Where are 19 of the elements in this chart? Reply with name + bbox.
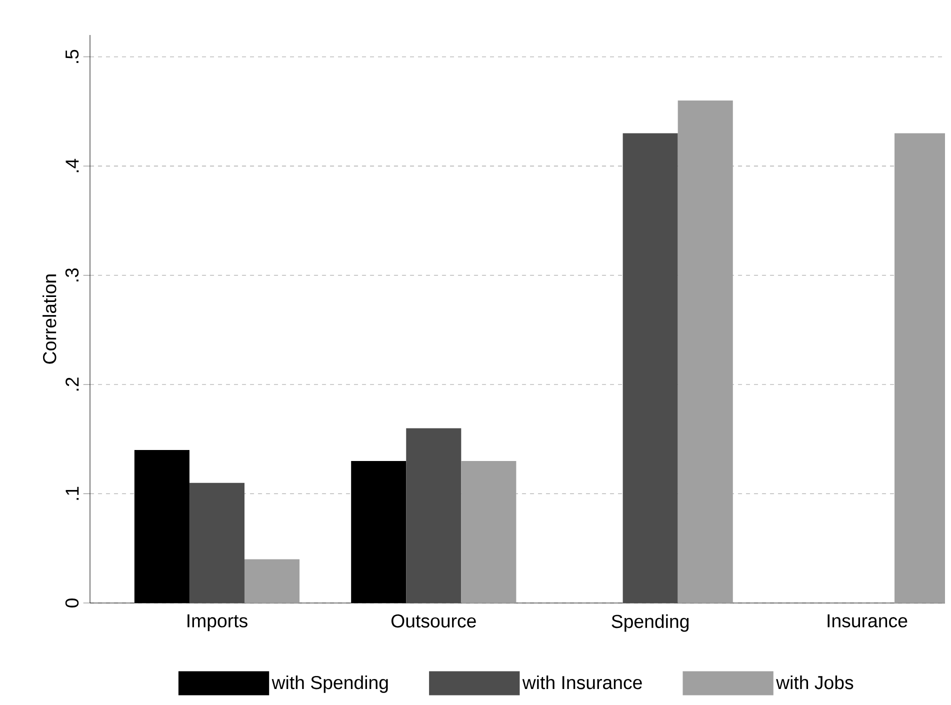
- y-tick-label: .1: [66, 486, 79, 500]
- bar: [678, 100, 733, 603]
- y-tick-label: .4: [66, 158, 79, 172]
- x-tick-label: Spending: [612, 614, 689, 632]
- y-tick-label: .3: [65, 268, 79, 282]
- bar: [622, 133, 678, 603]
- y-tick-label: .2: [66, 378, 79, 391]
- x-tick-label: Outsource: [391, 614, 476, 628]
- legend-label: with Spending: [272, 675, 388, 693]
- bar: [406, 428, 462, 603]
- legend-label: with Jobs: [776, 675, 854, 690]
- y-tick-label: 0: [65, 598, 79, 608]
- legend-label: with Insurance: [522, 675, 642, 690]
- bar: [189, 482, 244, 603]
- x-tick-label: Imports: [188, 614, 248, 632]
- bar: [244, 559, 300, 603]
- x-tick-label: Insurance: [828, 614, 908, 628]
- y-tick-label: .5: [66, 50, 79, 63]
- y-axis-title: Correlation: [42, 274, 56, 364]
